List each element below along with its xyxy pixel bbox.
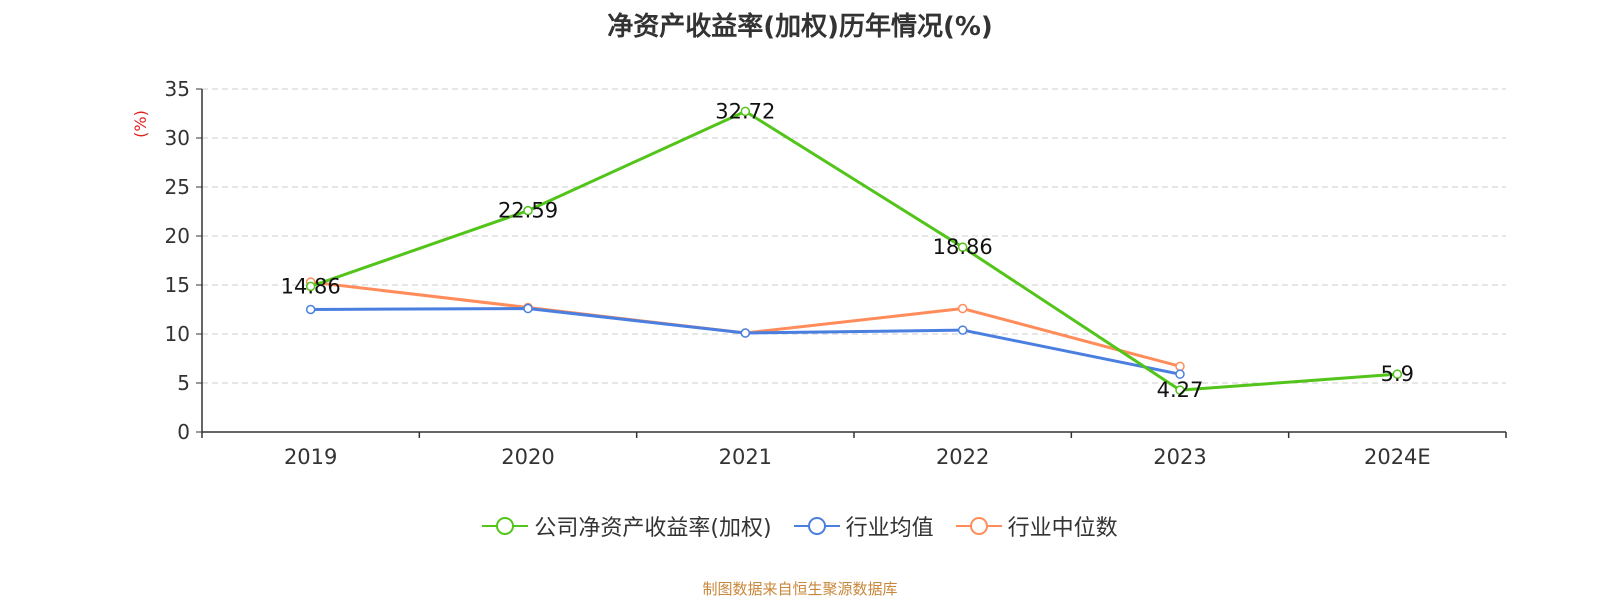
data-label: 18.86: [933, 235, 993, 259]
series-line: [310, 109, 1398, 392]
series-line: [310, 280, 1181, 368]
y-tick-label: 0: [177, 420, 190, 444]
data-point: [957, 303, 968, 314]
data-point: [523, 303, 533, 314]
legend-item[interactable]: 行业均值: [793, 510, 934, 542]
data-point: [305, 304, 316, 315]
data-label: 5.9: [1381, 362, 1414, 386]
legend-label: 公司净资产收益率(加权): [534, 516, 772, 541]
chart-title: 净资产收益率(加权)历年情况(%): [607, 12, 993, 42]
y-tick-label: 25: [165, 175, 190, 199]
data-point: [1175, 361, 1185, 372]
data-point: [523, 205, 533, 216]
legend-circle: [496, 517, 515, 535]
legend-marker-icon: [482, 517, 529, 535]
data-point: [1175, 369, 1185, 379]
legend-label: 行业均值: [845, 516, 934, 541]
data-point: [740, 106, 751, 117]
data-label: 32.72: [715, 99, 775, 123]
y-axis-title: (%): [131, 110, 150, 138]
legend-circle: [807, 517, 826, 535]
data-point: [1175, 385, 1185, 395]
data-point: [957, 325, 968, 335]
x-tick-label: 2021: [719, 445, 772, 469]
legend-marker-icon: [793, 517, 840, 535]
data-label: 22.59: [498, 199, 558, 223]
data-label: 4.27: [1157, 378, 1204, 402]
y-tick-label: 10: [165, 322, 190, 346]
legend-item[interactable]: 公司净资产收益率(加权): [482, 510, 772, 542]
series-line: [310, 307, 1181, 376]
y-tick-label: 20: [165, 224, 190, 248]
data-labels: 14.86 22.59 32.72 18.86 4.27 5.9: [281, 99, 1414, 402]
y-tick-label: 30: [165, 126, 190, 150]
legend: 公司净资产收益率(加权) 行业均值 行业中位数: [0, 510, 1600, 542]
data-point: [740, 328, 751, 338]
x-tick-label: 2023: [1153, 445, 1206, 469]
axes: 0 5 10 15 20 25 30 35 2019 2020 2021 2022 2023 2024E: [165, 77, 1507, 469]
x-tick-label: 2022: [936, 445, 989, 469]
data-point: [957, 242, 968, 252]
legend-item[interactable]: 行业中位数: [955, 510, 1118, 542]
legend-label: 行业中位数: [1007, 516, 1118, 541]
y-tick-label: 15: [165, 273, 190, 297]
data-label: 14.86: [281, 274, 341, 298]
source-note: 制图数据来自恒生聚源数据库: [702, 580, 898, 598]
y-tick-label: 35: [165, 77, 190, 101]
series-lines: [305, 106, 1403, 395]
grid-lines: [202, 88, 1506, 384]
legend-circle: [969, 517, 988, 535]
data-point: [1392, 369, 1403, 379]
y-tick-label: 5: [177, 371, 190, 395]
x-tick-label: 2019: [284, 445, 337, 469]
data-point: [305, 281, 316, 292]
legend-marker-icon: [955, 517, 1002, 535]
x-tick-label: 2024E: [1364, 445, 1431, 469]
x-tick-label: 2020: [501, 445, 554, 469]
